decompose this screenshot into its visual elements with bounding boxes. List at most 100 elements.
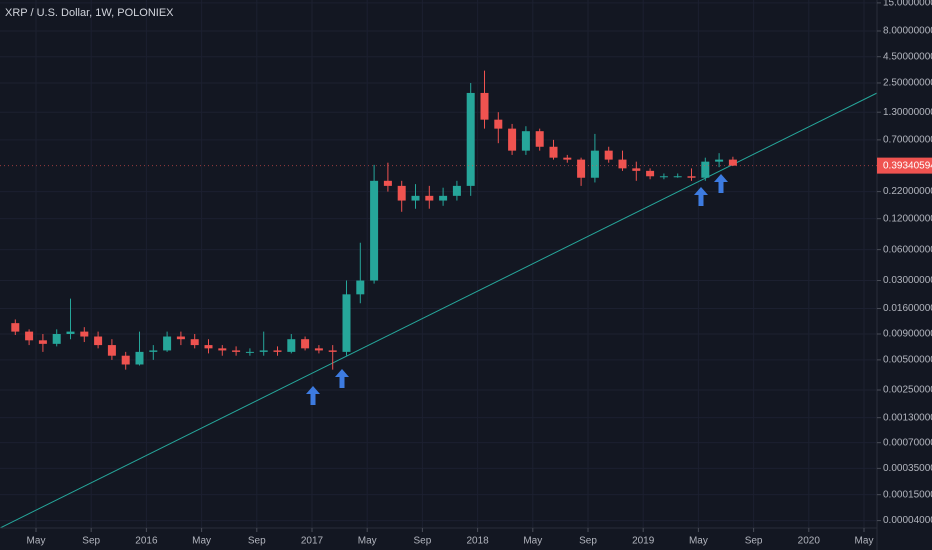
candle-body [204,345,213,349]
candle-body [273,350,282,352]
last-price-label: 0.39340594 [883,160,932,171]
candle-body [342,294,351,352]
candle-body [135,351,144,365]
x-tick-label: 2018 [466,536,489,547]
y-tick-label: 15.00000000 [883,0,932,9]
y-tick-label: 0.00015000 [883,489,932,500]
candle-body [11,323,20,332]
candle-body [439,195,448,201]
candle-body [687,176,696,178]
x-tick-label: Sep [82,536,100,547]
arrow [694,187,708,206]
x-tick-label: 2016 [135,536,158,547]
candle-body [94,336,103,346]
candle-body [480,92,489,120]
candle-body [259,350,268,352]
x-tick-label: Sep [579,536,597,547]
candle-body [52,333,61,344]
y-tick-label: 0.06000000 [883,244,932,255]
candle-body [218,348,227,351]
chart-title: XRP / U.S. Dollar, 1W, POLONIEX [5,7,174,19]
candle-body [728,159,737,166]
candles [11,70,737,370]
y-tick-label: 0.00070000 [883,437,932,448]
candle-body [618,159,627,169]
candle-body [508,128,517,151]
candle-body [176,336,185,340]
candle-body [38,340,47,344]
arrow [714,174,728,193]
x-tick-label: May [27,536,46,547]
y-tick-label: 1.30000000 [883,107,932,118]
candle-body [452,185,461,196]
candle-body [577,159,586,178]
candle-body [80,331,89,337]
candle-body [107,345,116,356]
candle-body [673,176,682,178]
y-tick-label: 0.70000000 [883,135,932,146]
y-tick-label: 2.50000000 [883,78,932,89]
candle-body [659,176,668,178]
candle-body [370,180,379,281]
x-tick-label: Sep [414,536,432,547]
y-tick-label: 4.50000000 [883,51,932,62]
y-tick-label: 0.01600000 [883,303,932,314]
x-tick-label: 2019 [632,536,655,547]
x-tick-label: Sep [745,536,763,547]
candle-body [563,157,572,160]
candle-body [521,131,530,151]
candle-body [356,280,365,295]
candle-body [715,159,724,162]
candle-body [245,351,254,353]
candle-body [549,146,558,158]
arrow [306,386,320,405]
y-tick-label: 8.00000000 [883,26,932,37]
candle-body [411,195,420,201]
x-tick-label: May [523,536,542,547]
y-tick-label: 0.00900000 [883,329,932,340]
arrows [306,174,728,405]
y-tick-label: 0.12000000 [883,213,932,224]
x-tick-label: 2020 [798,536,821,547]
candle-body [66,331,75,334]
candle-body [466,92,475,186]
y-tick-label: 0.00500000 [883,355,932,366]
candle-body [397,185,406,201]
candle-body [25,331,34,341]
candle-body [301,339,310,349]
candle-body [232,350,241,352]
x-tick-label: May [358,536,377,547]
grid [0,0,877,528]
y-tick-label: 0.00130000 [883,412,932,423]
arrow [335,369,349,388]
x-tick-label: May [192,536,211,547]
y-tick-label: 0.00004000 [883,515,932,526]
y-tick-label: 0.00250000 [883,385,932,396]
y-tick-label: 0.00035000 [883,463,932,474]
candle-body [121,355,130,365]
candle-body [314,348,323,351]
candle-body [328,350,337,352]
candle-body [632,168,641,171]
candle-body [604,150,613,160]
candle-body [287,339,296,352]
candle-body [590,150,599,178]
candle-body [535,131,544,147]
candle-body [701,161,710,178]
candle-body [646,170,655,177]
x-tick-label: May [689,536,708,547]
candle-body [425,195,434,201]
y-tick-label: 0.22000000 [883,186,932,197]
x-tick-label: 2017 [301,536,324,547]
y-tick-label: 0.03000000 [883,275,932,286]
x-tick-label: May [855,536,874,547]
candle-body [494,119,503,129]
x-tick-label: Sep [248,536,266,547]
candle-body [163,336,172,351]
candle-body [149,350,158,352]
last-price-box [877,157,932,174]
